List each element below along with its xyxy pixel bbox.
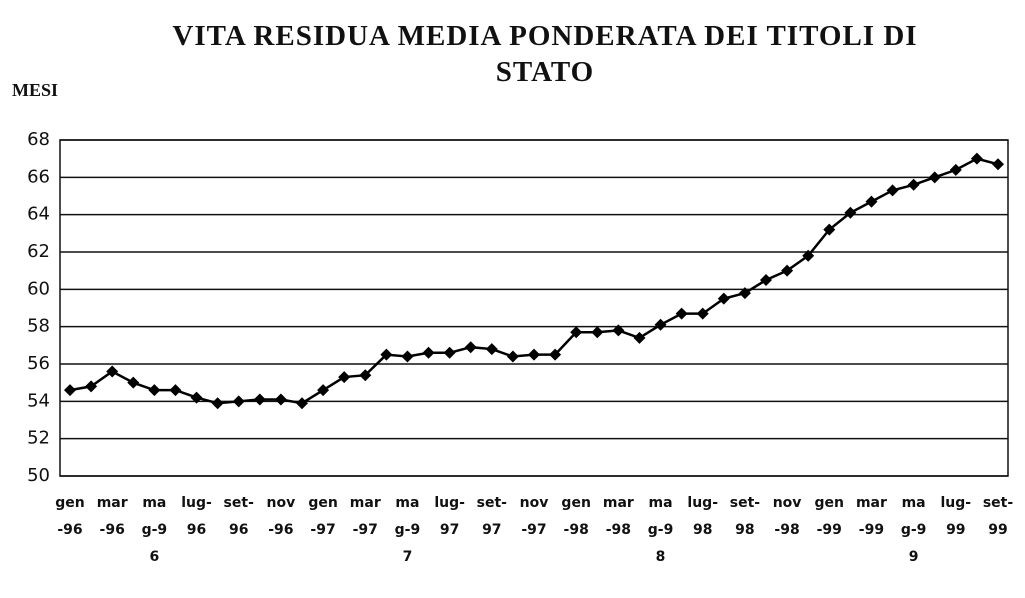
marker (317, 384, 330, 397)
marker (717, 292, 730, 305)
marker (886, 184, 899, 197)
marker (633, 331, 646, 344)
x-tick-label: lug-97 (434, 495, 465, 538)
marker (190, 391, 203, 404)
marker (570, 326, 583, 339)
marker (338, 371, 351, 384)
x-tick-label: nov-98 (772, 495, 802, 538)
marker (738, 287, 751, 300)
x-tick-label: mar-98 (602, 495, 634, 538)
y-tick-label: 66 (27, 166, 50, 187)
marker (85, 380, 98, 393)
marker (970, 152, 983, 165)
x-tick-label: nov-97 (519, 495, 549, 538)
marker (106, 365, 119, 378)
y-tick-label: 62 (27, 241, 50, 262)
x-tick-label: mar-96 (96, 495, 128, 538)
x-tick-label: mar-99 (855, 495, 887, 538)
line (69, 157, 999, 405)
marker (211, 397, 224, 410)
marker (696, 307, 709, 320)
x-tick-label: set-96 (223, 495, 254, 538)
x-tick-label: nov-96 (266, 495, 296, 538)
y-tick-label: 54 (27, 390, 50, 411)
marker (359, 369, 372, 382)
x-tick-label: lug-96 (181, 495, 212, 538)
x-tick-label: lug-99 (940, 495, 972, 538)
marker (380, 348, 393, 361)
x-tick-label: mar-97 (349, 495, 381, 538)
marker (949, 163, 962, 176)
y-tick-label: 60 (27, 278, 50, 299)
marker (781, 264, 794, 277)
chart-title: VITA RESIDUA MEDIA PONDERATA DEI TITOLI … (172, 20, 918, 88)
y-axis-label: MESI (12, 80, 59, 100)
marker (506, 350, 519, 363)
marker (64, 384, 76, 397)
marker (675, 307, 688, 320)
x-tick-label: gen-99 (814, 495, 844, 538)
x-tick-label: set-97 (476, 495, 507, 538)
y-tick-label: 52 (27, 428, 50, 449)
marker (654, 318, 667, 331)
marker (823, 223, 836, 236)
x-tick-label: mag-97 (394, 495, 421, 565)
x-tick-label: set-99 (982, 495, 1014, 538)
marker (844, 206, 857, 219)
x-tick-label: gen-98 (561, 495, 591, 538)
marker (992, 158, 1004, 171)
x-tick-label: set-98 (729, 495, 761, 538)
y-tick-label: 58 (27, 316, 50, 337)
marker (549, 348, 562, 361)
marker (865, 195, 878, 208)
y-tick-label: 68 (27, 129, 50, 150)
marker (591, 326, 604, 339)
y-tick-label: 56 (27, 353, 50, 374)
x-tick-label: mag-96 (141, 495, 168, 565)
x-tick-label: mag-99 (900, 495, 927, 565)
marker (928, 171, 941, 184)
x-tick-label: gen-96 (55, 495, 85, 538)
marker (253, 393, 266, 406)
marker (401, 350, 414, 363)
x-tick-label: mag-98 (647, 495, 674, 565)
marker (760, 274, 772, 286)
marker (148, 384, 161, 397)
x-tick-label: lug-98 (687, 495, 719, 538)
marker (907, 178, 920, 191)
y-tick-label: 50 (27, 465, 50, 486)
marker (127, 376, 140, 389)
marker (612, 324, 625, 337)
marker (169, 384, 182, 397)
marker (232, 395, 245, 408)
marker (528, 348, 540, 361)
marker (443, 346, 456, 359)
marker (296, 397, 308, 410)
marker (422, 346, 435, 359)
y-tick-label: 64 (27, 204, 50, 225)
marker (485, 343, 498, 356)
marker (464, 341, 477, 354)
marker (802, 249, 815, 262)
x-tick-label: gen-97 (308, 495, 338, 538)
marker (274, 393, 287, 406)
plot-area (59, 139, 1009, 477)
